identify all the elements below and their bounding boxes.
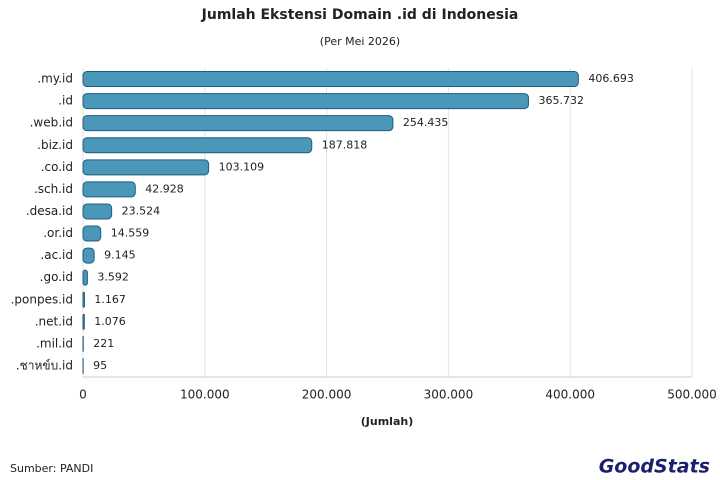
bar	[82, 159, 210, 176]
y-tick-label: .ชาหข์บ.id	[16, 358, 73, 372]
y-tick-label: .mil.id	[36, 336, 73, 350]
value-label: 23.524	[122, 204, 160, 217]
value-label: 14.559	[111, 227, 150, 240]
value-label: 95	[93, 359, 107, 372]
bar	[82, 225, 102, 242]
y-tick-label: .go.id	[40, 270, 73, 284]
y-tick-label: .desa.id	[26, 204, 73, 218]
chart-title: Jumlah Ekstensi Domain .id di Indonesia	[201, 7, 519, 23]
x-tick-label: 300.000	[424, 388, 474, 402]
value-label: 365.732	[538, 94, 584, 107]
value-label: 254.435	[403, 116, 449, 129]
value-label: 103.109	[219, 160, 265, 173]
y-tick-label: .ponpes.id	[11, 292, 73, 306]
x-tick-label: 100.000	[180, 388, 230, 402]
value-label: 406.693	[588, 72, 634, 85]
y-tick-label: .ac.id	[40, 248, 73, 262]
value-label: 1.167	[94, 293, 126, 306]
bar	[82, 115, 394, 132]
x-tick-label: 200.000	[302, 388, 352, 402]
bar	[82, 269, 88, 286]
x-tick-label: 500.000	[667, 388, 717, 402]
y-tick-label: .web.id	[30, 116, 73, 130]
chart-subtitle: (Per Mei 2026)	[320, 35, 400, 48]
bar	[82, 203, 113, 220]
bar	[82, 291, 85, 308]
bar	[82, 93, 529, 110]
bar	[82, 313, 85, 330]
source: Sumber: PANDI	[10, 462, 93, 475]
y-tick-label: .or.id	[43, 226, 73, 240]
y-tick-label: .net.id	[35, 314, 73, 328]
x-axis-label: (Jumlah)	[361, 415, 413, 428]
y-tick-label: .id	[58, 94, 73, 108]
bar	[82, 71, 579, 88]
x-tick-label: 0	[79, 388, 87, 402]
brand-logo: GoodStats	[599, 456, 710, 478]
x-tick-label: 400.000	[545, 388, 595, 402]
value-label: 42.928	[145, 182, 184, 195]
value-label: 3.592	[97, 271, 129, 284]
bar	[82, 181, 136, 198]
y-tick-label: .biz.id	[37, 138, 73, 152]
bar	[82, 247, 95, 264]
value-label: 1.076	[94, 315, 126, 328]
value-label: 221	[93, 337, 114, 350]
value-label: 187.818	[322, 138, 368, 151]
y-tick-label: .sch.id	[34, 182, 73, 196]
bar	[82, 137, 313, 154]
y-tick-label: .co.id	[41, 160, 73, 174]
value-label: 9.145	[104, 249, 136, 262]
y-tick-label: .my.id	[37, 72, 73, 86]
